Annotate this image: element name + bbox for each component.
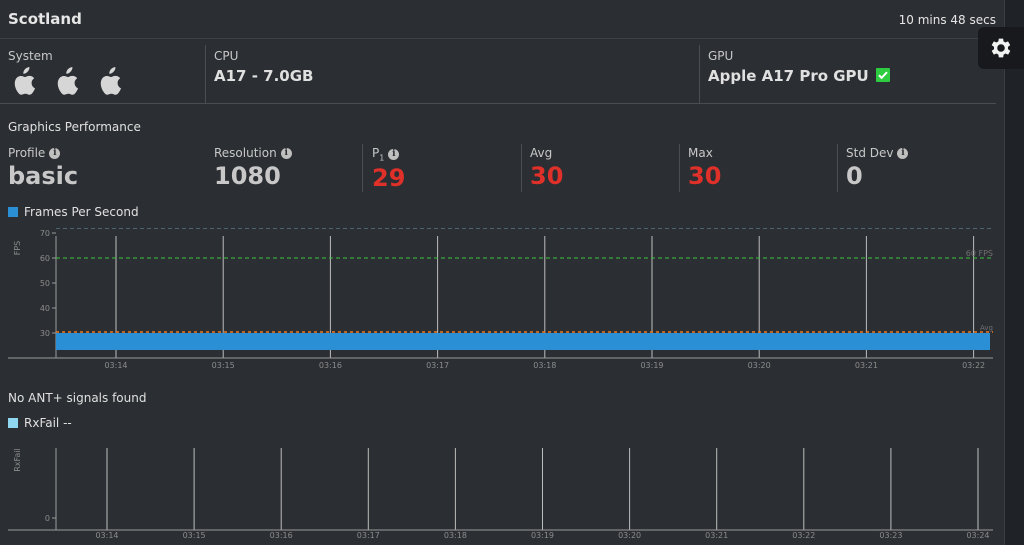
x-tick-label: 03:22 [962,361,985,370]
y-tick-label: 50 [40,279,50,288]
cpu-label: CPU [214,49,239,63]
stat-label: Std Dev [846,146,894,160]
cpu-column: CPU A17 - 7.0GB [214,39,694,103]
stat-value: 1080 [214,162,281,190]
stat-label: Profile [8,146,46,160]
stat-value: 0 [846,162,863,190]
stat-label: Max [688,146,713,160]
check-icon [875,68,890,82]
stat-value: basic [8,162,79,190]
x-tick-label: 03:19 [640,361,663,370]
stat-resolution: Resolution i 1080 [214,146,292,194]
x-tick-label: 03:18 [533,361,556,370]
gpu-value: Apple A17 Pro GPU [708,67,869,85]
legend-swatch [8,418,18,428]
duration-text: 10 mins 48 secs [898,13,996,27]
os-icons [10,67,134,101]
x-tick-label: 03:17 [426,361,449,370]
x-tick-label: 03:21 [855,361,878,370]
fps-chart: FPS 30 40 50 60 70 03:14 03:15 03:16 03:17 03:18 03… [8,228,993,370]
legend-label: RxFail -- [24,416,72,430]
reference-label: Avg [980,324,993,332]
divider [362,144,363,192]
divider [699,45,700,103]
x-tick-label: 03:21 [705,531,728,540]
divider [837,144,838,192]
stat-avg: Avg 30 [530,146,563,194]
x-tick-label: 03:24 [966,531,989,540]
x-tick-label: 03:16 [319,361,342,370]
x-tick-label: 03:15 [212,361,235,370]
x-tick-label: 03:20 [618,531,641,540]
stat-label: Resolution [214,146,277,160]
x-tick-label: 03:20 [748,361,771,370]
y-tick-label: 70 [40,229,50,238]
stat-value: 29 [372,164,406,193]
info-icon[interactable]: i [280,147,292,159]
stat-profile: Profile i basic [8,146,78,194]
gpu-column: GPU Apple A17 Pro GPU [708,39,988,103]
apple-icon [57,67,79,95]
stat-label: P1 [372,146,385,163]
x-tick-label: 03:17 [357,531,380,540]
ant-message: No ANT+ signals found [8,391,147,405]
rxfail-legend[interactable]: RxFail -- [8,416,72,430]
apple-icon [100,67,122,95]
apple-icon [14,67,35,95]
x-tick-label: 03:16 [270,531,293,540]
graphics-performance-title: Graphics Performance [8,120,141,134]
y-tick-label: 30 [40,329,50,338]
x-tick-label: 03:22 [792,531,815,540]
divider [205,45,206,103]
fps-legend[interactable]: Frames Per Second [8,205,139,219]
stat-stddev: Std Dev i 0 [846,146,909,194]
page-title: Scotland [8,10,82,28]
x-tick-label: 03:19 [531,531,554,540]
system-column: System [8,39,204,103]
x-tick-label: 03:23 [879,531,902,540]
reference-label: 60 FPS [966,249,993,258]
system-label: System [8,49,53,63]
x-tick-label: 03:18 [444,531,467,540]
gear-icon [991,38,1011,58]
y-axis-label: RxFail [13,448,22,472]
system-info-row: System CPU A17 - 7.0GB GPU Apple A17 Pro… [0,39,996,104]
info-icon[interactable]: i [388,148,400,160]
divider [521,144,522,192]
cpu-value: A17 - 7.0GB [214,67,314,85]
settings-button[interactable] [978,27,1024,69]
rxfail-chart: RxFail 0 03:14 03:15 03:16 03:17 03:18 03:19 03:… [8,448,993,540]
panel-header: Scotland 10 mins 48 secs [0,0,1004,39]
x-tick-label: 03:15 [183,531,206,540]
y-tick-label: 40 [40,304,50,313]
info-icon[interactable]: i [897,147,909,159]
y-tick-label: 60 [40,254,50,263]
stat-p1: P1 i 29 [372,146,405,194]
y-tick-label: 0 [45,514,50,523]
stat-max: Max 30 [688,146,721,194]
stat-label: Avg [530,146,553,160]
legend-swatch [8,207,18,217]
x-tick-label: 03:14 [104,361,127,370]
y-axis-label: FPS [13,241,22,256]
stat-value: 30 [530,162,564,190]
x-tick-label: 03:14 [95,531,118,540]
legend-label: Frames Per Second [24,205,139,219]
gpu-value-row: Apple A17 Pro GPU [708,67,890,85]
stat-value: 30 [688,162,722,190]
fps-area [56,333,990,350]
gpu-label: GPU [708,49,734,63]
info-icon[interactable]: i [49,147,61,159]
divider [679,144,680,192]
